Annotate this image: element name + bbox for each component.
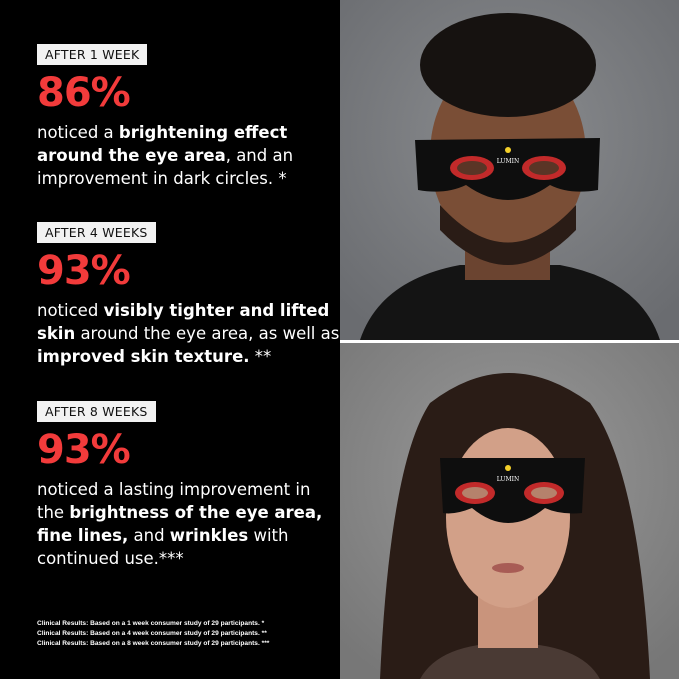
stat-percent: 93% bbox=[37, 427, 131, 473]
highlight-text: visibly tighter and lifted skin bbox=[37, 301, 330, 343]
stat-block-1-week: AFTER 1 WEEK 86% noticed a brightening e… bbox=[37, 44, 342, 190]
stat-block-4-weeks: AFTER 4 WEEKS 93% noticed visibly tighte… bbox=[37, 222, 342, 368]
footnote: Clinical Results: Based on a 4 week cons… bbox=[37, 630, 267, 637]
highlight-text: wrinkles bbox=[169, 526, 249, 545]
highlight-text: brightness of the eye area, fine lines, bbox=[37, 503, 323, 545]
stat-block-8-weeks: AFTER 8 WEEKS 93% noticed a lasting impr… bbox=[37, 401, 342, 570]
duration-tag: AFTER 1 WEEK bbox=[37, 44, 148, 65]
description-text: noticed bbox=[37, 301, 104, 320]
stat-percent: 86% bbox=[37, 70, 131, 116]
brand-logo: LUMIN bbox=[497, 158, 519, 165]
description-text: around the eye area, as well as bbox=[75, 324, 340, 343]
description-text: and bbox=[128, 526, 170, 545]
highlight-text: improved skin texture. bbox=[37, 347, 250, 366]
stats-panel: AFTER 1 WEEK 86% noticed a brightening e… bbox=[37, 44, 342, 649]
description-text: ** bbox=[249, 347, 272, 366]
description-text: noticed a bbox=[37, 123, 119, 142]
description-text: with continued use.*** bbox=[37, 526, 289, 568]
duration-tag: AFTER 8 WEEKS bbox=[37, 401, 156, 422]
description-text: , and an improvement in dark circles. * bbox=[37, 146, 294, 188]
footnote: Clinical Results: Based on a 8 week cons… bbox=[37, 640, 270, 647]
photo-woman-wearing-mask: LUMIN bbox=[340, 343, 679, 679]
svg-text:LUMIN: LUMIN bbox=[497, 476, 519, 483]
footnote: Clinical Results: Based on a 1 week cons… bbox=[37, 620, 265, 627]
stat-description: noticed a lasting improvement in the bri… bbox=[37, 478, 342, 570]
photo-man-wearing-mask: LUMIN bbox=[340, 0, 679, 340]
duration-tag: AFTER 4 WEEKS bbox=[37, 222, 156, 243]
highlight-text: brightening effect around the eye area bbox=[37, 123, 288, 165]
description-text: noticed a lasting improvement in the bbox=[37, 480, 311, 522]
divider bbox=[340, 340, 679, 343]
stat-percent: 93% bbox=[37, 248, 131, 294]
stat-description: noticed visibly tighter and lifted skin … bbox=[37, 299, 342, 368]
footnotes: Clinical Results: Based on a 1 week cons… bbox=[37, 619, 269, 649]
stat-description: noticed a brightening effect around the … bbox=[37, 121, 342, 190]
